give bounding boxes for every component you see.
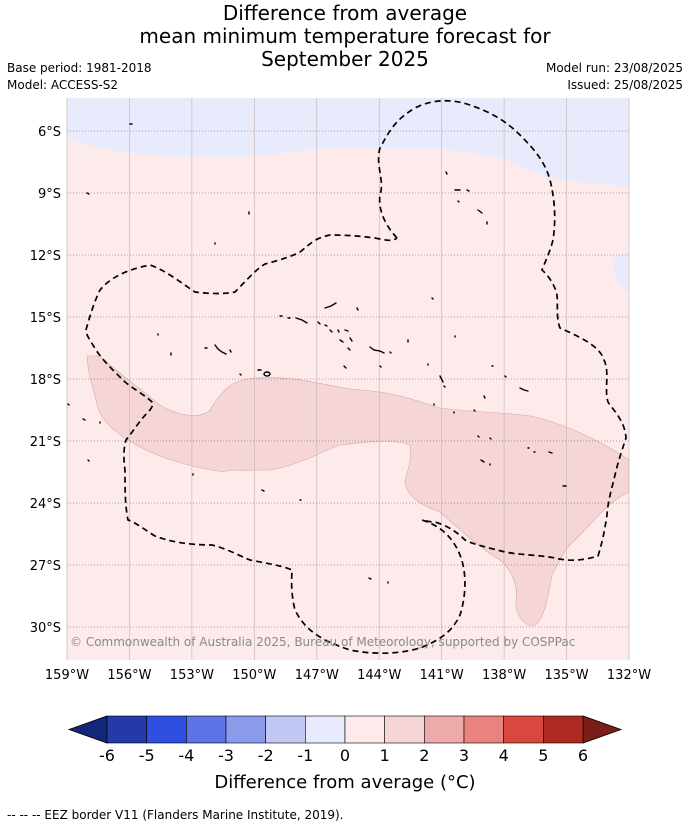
colorbar-segment	[146, 715, 187, 744]
longitude-label: 132°W	[607, 668, 651, 683]
title-line-3: September 2025	[261, 47, 429, 71]
longitude-label: 147°W	[295, 668, 339, 683]
negative-anomaly-region-east	[612, 250, 629, 294]
island	[214, 344, 232, 355]
longitude-label: 159°W	[45, 668, 89, 683]
gridlines	[66, 98, 630, 660]
colorbar-ticks: -6 -5 -4 -3 -2 -1 0 1 2 3 4 5 6	[99, 746, 588, 765]
colorbar-segment	[186, 715, 227, 744]
longitude-labels: 159°W 156°W 153°W 150°W 147°W 144°W 141°W 138°W…	[45, 668, 651, 683]
model-name: Model: ACCESS-S2	[7, 78, 119, 92]
island	[369, 346, 392, 354]
colorbar-tick-label: -5	[139, 746, 155, 765]
island	[239, 365, 382, 376]
colorbar-segment	[305, 715, 346, 744]
longitude-label: 135°W	[544, 668, 588, 683]
colorbar-tick-label: 3	[459, 746, 469, 765]
colorbar-tick-label: 1	[380, 746, 390, 765]
latitude-label: 18°S	[30, 373, 61, 388]
island-outlines	[67, 123, 567, 584]
latitude-label: 9°S	[38, 187, 61, 202]
colorbar-segment	[265, 715, 306, 744]
eez-borders	[85, 99, 627, 655]
colorbar-tick-label: -3	[218, 746, 234, 765]
colorbar-over-arrow	[582, 715, 623, 744]
island	[263, 371, 271, 377]
warm-anomaly-region	[86, 355, 630, 626]
negative-anomaly-region-north	[67, 98, 629, 188]
longitude-label: 144°W	[357, 668, 401, 683]
colorbar-tick-label: -4	[178, 746, 194, 765]
colorbar-under-arrow	[67, 715, 108, 744]
island	[433, 403, 492, 440]
colorbar-tick-label: 5	[538, 746, 548, 765]
island	[445, 171, 448, 175]
longitude-label: 156°W	[107, 668, 151, 683]
island	[356, 297, 456, 343]
latitude-label: 12°S	[30, 249, 61, 264]
colorbar-label: Difference from average (°C)	[214, 772, 476, 793]
latitude-labels: 6°S 9°S 12°S 15°S 18°S 21°S 24°S 27°S 30°S	[30, 125, 61, 636]
island	[466, 189, 470, 192]
latitude-label: 24°S	[30, 497, 61, 512]
longitude-label: 141°W	[420, 668, 464, 683]
colorbar-tick-label: -2	[258, 746, 274, 765]
footnote-eez: -- -- -- EEZ border V11 (Flanders Marine…	[7, 808, 344, 822]
colorbar-tick-label: -6	[99, 746, 115, 765]
island	[67, 403, 101, 462]
island	[192, 473, 567, 501]
colorbar-segment	[543, 715, 584, 744]
title-line-2: mean minimum temperature forecast for	[139, 24, 551, 48]
copyright-note: © Commonwealth of Australia 2025, Bureau…	[70, 635, 575, 649]
eez-border-french-polynesia	[85, 99, 627, 655]
colorbar-tick-label: 0	[340, 746, 350, 765]
chart-title: Difference from average mean minimum tem…	[0, 2, 690, 71]
latitude-label: 27°S	[30, 559, 61, 574]
meta-right: Model run: 23/08/2025 Issued: 25/08/2025	[546, 60, 683, 94]
island	[317, 321, 340, 333]
colorbar-segment	[424, 715, 465, 744]
island	[157, 333, 208, 356]
colorbar-segment	[225, 715, 266, 744]
colorbar-tick-label: 4	[499, 746, 509, 765]
colorbar-tick-label: -1	[297, 746, 313, 765]
colorbar-segment	[106, 715, 147, 744]
longitude-label: 153°W	[170, 668, 214, 683]
colorbar-tick-label: 2	[419, 746, 429, 765]
colorbar-segment	[384, 715, 425, 744]
colorbar-segment	[344, 715, 385, 744]
island	[279, 315, 308, 324]
island	[480, 447, 553, 466]
colorbar-segment	[463, 715, 504, 744]
island	[427, 363, 494, 388]
island	[457, 200, 460, 203]
issued-date: Issued: 25/08/2025	[567, 78, 683, 92]
latitude-label: 6°S	[38, 125, 61, 140]
longitude-label: 150°W	[232, 668, 276, 683]
island	[473, 375, 529, 412]
latitude-label: 21°S	[30, 435, 61, 450]
base-period: Base period: 1981-2018	[7, 61, 152, 75]
longitude-label: 138°W	[482, 668, 526, 683]
colorbar	[67, 715, 623, 744]
latitude-label: 30°S	[30, 621, 61, 636]
meta-left: Base period: 1981-2018 Model: ACCESS-S2	[7, 60, 152, 94]
latitude-label: 15°S	[30, 311, 61, 326]
island	[368, 577, 389, 584]
colorbar-segment	[503, 715, 544, 744]
island	[477, 209, 483, 214]
island	[86, 192, 90, 195]
title-line-1: Difference from average	[222, 1, 468, 25]
model-run: Model run: 23/08/2025	[545, 61, 683, 75]
colorbar-tick-label: 6	[578, 746, 588, 765]
island	[339, 329, 353, 351]
island	[324, 302, 337, 309]
